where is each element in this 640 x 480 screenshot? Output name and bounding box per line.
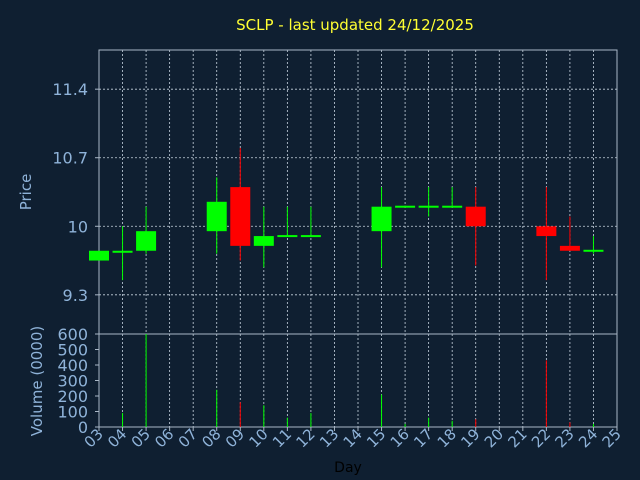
x-tick-label: 05 — [128, 425, 154, 451]
candles — [89, 147, 604, 281]
candle-body — [559, 245, 580, 251]
x-tick-label: 23 — [552, 425, 578, 451]
volume-tick-label: 500 — [57, 341, 88, 360]
x-ticks: 0304050607080910111213141516171819202122… — [81, 425, 625, 451]
x-tick-label: 15 — [363, 425, 389, 451]
candle-body — [89, 250, 109, 261]
x-tick-label: 24 — [575, 425, 601, 451]
x-tick-label: 07 — [175, 425, 201, 451]
candle-body — [277, 235, 298, 238]
candle-body — [112, 250, 133, 253]
candle-body — [583, 249, 604, 252]
volume-tick-label: 200 — [57, 387, 88, 406]
candle-body — [136, 231, 157, 251]
candle-body — [442, 205, 463, 208]
candle-body — [465, 206, 486, 227]
candle-body — [371, 206, 392, 232]
x-tick-label: 22 — [528, 425, 554, 451]
x-tick-label: 21 — [504, 425, 530, 451]
x-tick-label: 16 — [387, 425, 413, 451]
candle-body — [253, 236, 274, 246]
candle-body — [536, 226, 557, 237]
candle-body — [300, 235, 321, 238]
volume-axis-label: Volume (0000) — [28, 326, 46, 436]
volume-tick-label: 400 — [57, 356, 88, 375]
price-tick-label: 11.4 — [52, 80, 88, 99]
volume-tick-label: 100 — [57, 403, 88, 422]
chart-title: SCLP - last updated 24/12/2025 — [236, 16, 474, 34]
x-axis-label: Day — [334, 460, 362, 476]
price-grid — [99, 50, 617, 334]
x-tick-label: 14 — [340, 425, 366, 451]
x-tick-label: 04 — [104, 425, 130, 451]
candle-body — [395, 205, 416, 208]
x-tick-label: 25 — [599, 425, 625, 451]
volume-bars — [122, 334, 594, 427]
x-tick-label: 18 — [434, 425, 460, 451]
x-tick-label: 10 — [245, 425, 271, 451]
price-tick-label: 10 — [68, 217, 88, 236]
x-tick-label: 11 — [269, 425, 295, 451]
candle-body — [230, 187, 251, 246]
volume-grid — [122, 334, 594, 427]
candle-body — [418, 205, 439, 208]
volume-tick-label: 600 — [57, 325, 88, 344]
volume-tick-label: 0 — [78, 418, 88, 437]
x-tick-label: 12 — [293, 425, 319, 451]
x-tick-label: 19 — [457, 425, 483, 451]
x-tick-label: 17 — [410, 425, 436, 451]
candle-body — [206, 201, 227, 232]
price-tick-label: 10.7 — [52, 149, 88, 168]
volume-tick-label: 300 — [57, 372, 88, 391]
x-tick-label: 08 — [198, 425, 224, 451]
price-axis-label: Price — [17, 174, 35, 211]
price-tick-label: 9.3 — [63, 286, 88, 305]
x-tick-label: 09 — [222, 425, 248, 451]
x-tick-label: 06 — [151, 425, 177, 451]
x-tick-label: 13 — [316, 425, 342, 451]
x-tick-label: 20 — [481, 425, 507, 451]
price-y-ticks: 9.3 10 10.7 11.4 — [52, 80, 99, 305]
